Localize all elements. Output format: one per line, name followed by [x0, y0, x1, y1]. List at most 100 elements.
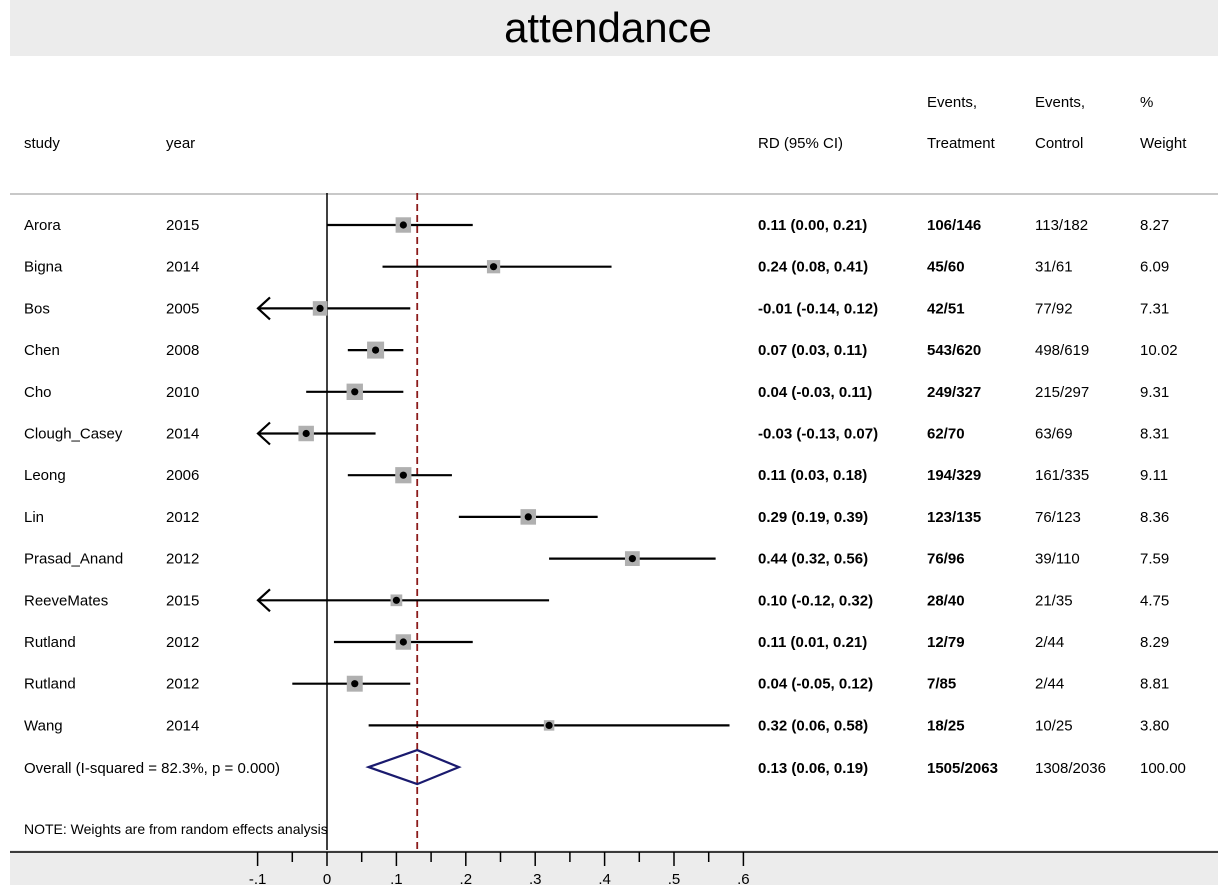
study-year: 2014	[166, 426, 199, 443]
point-estimate	[399, 221, 407, 229]
header-control-1: Events,	[1035, 94, 1085, 111]
study-weight: 9.31	[1140, 384, 1169, 401]
point-estimate	[392, 596, 400, 604]
study-row: Bos 2005 -0.01 (-0.14, 0.12) 42/51 77/92 7.31	[24, 296, 1169, 321]
study-row: Rutland 2012 0.04 (-0.05, 0.12) 7/85 2/44 8.8…	[24, 676, 1169, 693]
events-control: 2/44	[1035, 634, 1064, 651]
events-control: 161/335	[1035, 467, 1089, 484]
x-tick-label: .5	[668, 871, 681, 885]
study-ci: 0.32 (0.06, 0.58)	[758, 717, 868, 734]
study-ci: 0.04 (-0.05, 0.12)	[758, 676, 873, 693]
overall-control: 1308/2036	[1035, 760, 1106, 777]
point-estimate	[371, 346, 380, 354]
study-ci: 0.11 (0.03, 0.18)	[758, 467, 867, 484]
overall-treatment: 1505/2063	[927, 760, 998, 777]
x-tick-label: -.1	[249, 871, 267, 885]
events-control: 498/619	[1035, 342, 1089, 359]
events-control: 63/69	[1035, 426, 1073, 443]
study-row: Prasad_Anand 2012 0.44 (0.32, 0.56) 76/96 39…	[24, 551, 1169, 568]
events-treatment: 123/135	[927, 509, 981, 526]
study-year: 2006	[166, 467, 199, 484]
events-treatment: 42/51	[927, 300, 965, 317]
study-name: ReeveMates	[24, 592, 108, 609]
study-name: Lin	[24, 509, 44, 526]
study-ci: 0.24 (0.08, 0.41)	[758, 259, 868, 276]
study-ci: 0.04 (-0.03, 0.11)	[758, 384, 872, 401]
events-control: 39/110	[1035, 551, 1080, 568]
events-control: 215/297	[1035, 384, 1089, 401]
study-weight: 3.80	[1140, 717, 1169, 734]
study-name: Clough_Casey	[24, 426, 123, 443]
point-estimate	[316, 304, 324, 312]
study-weight: 8.81	[1140, 676, 1169, 693]
study-ci: -0.01 (-0.14, 0.12)	[758, 300, 878, 317]
study-row: Wang 2014 0.32 (0.06, 0.58) 18/25 10/25 3.80	[24, 717, 1169, 734]
study-row: Clough_Casey 2014 -0.03 (-0.13, 0.07) 62/70…	[24, 421, 1169, 446]
overall-label: Overall (I-squared = 82.3%, p = 0.000)	[24, 760, 280, 777]
study-row: Cho 2010 0.04 (-0.03, 0.11) 249/327 215/297 9…	[24, 383, 1169, 401]
study-name: Arora	[24, 217, 61, 234]
events-treatment: 62/70	[927, 426, 965, 443]
events-treatment: 45/60	[927, 259, 965, 276]
x-axis: -.1 0 .1 .2 .3 .4 .5 .6	[10, 851, 1218, 885]
events-control: 10/25	[1035, 717, 1073, 734]
x-tick-label: .4	[598, 871, 611, 885]
x-tick-label: 0	[323, 871, 331, 885]
study-name: Leong	[24, 467, 66, 484]
study-ci: 0.29 (0.19, 0.39)	[758, 509, 868, 526]
study-name: Bigna	[24, 259, 63, 276]
study-weight: 9.11	[1140, 467, 1168, 484]
events-treatment: 106/146	[927, 217, 981, 234]
x-tick-label: .6	[737, 871, 750, 885]
study-year: 2014	[166, 259, 199, 276]
point-estimate	[489, 263, 498, 271]
study-ci: 0.44 (0.32, 0.56)	[758, 551, 868, 568]
header-control-2: Control	[1035, 135, 1083, 152]
study-weight: 4.75	[1140, 592, 1169, 609]
study-year: 2012	[166, 551, 199, 568]
study-row: Arora 2015 0.11 (0.00, 0.21) 106/146 113/182…	[24, 217, 1169, 234]
overall-row: Overall (I-squared = 82.3%, p = 0.000) 0…	[24, 748, 1186, 786]
events-treatment: 543/620	[927, 342, 981, 359]
events-control: 21/35	[1035, 592, 1073, 609]
study-weight: 7.59	[1140, 551, 1169, 568]
events-control: 2/44	[1035, 676, 1064, 693]
study-weight: 8.27	[1140, 217, 1169, 234]
header-weight-1: %	[1140, 94, 1153, 111]
header-year: year	[166, 135, 195, 152]
study-ci: 0.11 (0.00, 0.21)	[758, 217, 867, 234]
plot-area	[326, 193, 419, 850]
point-estimate	[545, 721, 553, 730]
study-row: Leong 2006 0.11 (0.03, 0.18) 194/329 161/335…	[24, 467, 1168, 484]
chart-title: attendance	[504, 4, 712, 51]
study-year: 2005	[166, 300, 199, 317]
study-weight: 7.31	[1140, 300, 1169, 317]
study-year: 2012	[166, 676, 199, 693]
study-year: 2012	[166, 509, 199, 526]
study-name: Cho	[24, 384, 52, 401]
study-ci: 0.11 (0.01, 0.21)	[758, 634, 867, 651]
ci-arrow-left	[256, 421, 271, 446]
study-name: Chen	[24, 342, 60, 359]
study-row: Bigna 2014 0.24 (0.08, 0.41) 45/60 31/61 6.09	[24, 259, 1169, 276]
ci-arrow-left	[256, 296, 271, 321]
header-rd: RD (95% CI)	[758, 135, 843, 152]
study-year: 2015	[166, 592, 199, 609]
point-estimate	[351, 388, 359, 396]
header-treatment-2: Treatment	[927, 135, 996, 152]
overall-ci: 0.13 (0.06, 0.19)	[758, 760, 868, 777]
study-name: Bos	[24, 300, 50, 317]
events-treatment: 18/25	[927, 717, 965, 734]
ci-arrow-left	[256, 588, 271, 613]
x-tick-label: .2	[460, 871, 473, 885]
study-ci: -0.03 (-0.13, 0.07)	[758, 426, 878, 443]
axis-band	[10, 850, 1218, 885]
study-weight: 10.02	[1140, 342, 1178, 359]
events-treatment: 76/96	[927, 551, 965, 568]
x-tick-label: .1	[390, 871, 403, 885]
header-treatment-1: Events,	[927, 94, 977, 111]
weights-note: NOTE: Weights are from random effects an…	[24, 821, 328, 837]
study-year: 2015	[166, 217, 199, 234]
point-estimate	[399, 638, 407, 646]
